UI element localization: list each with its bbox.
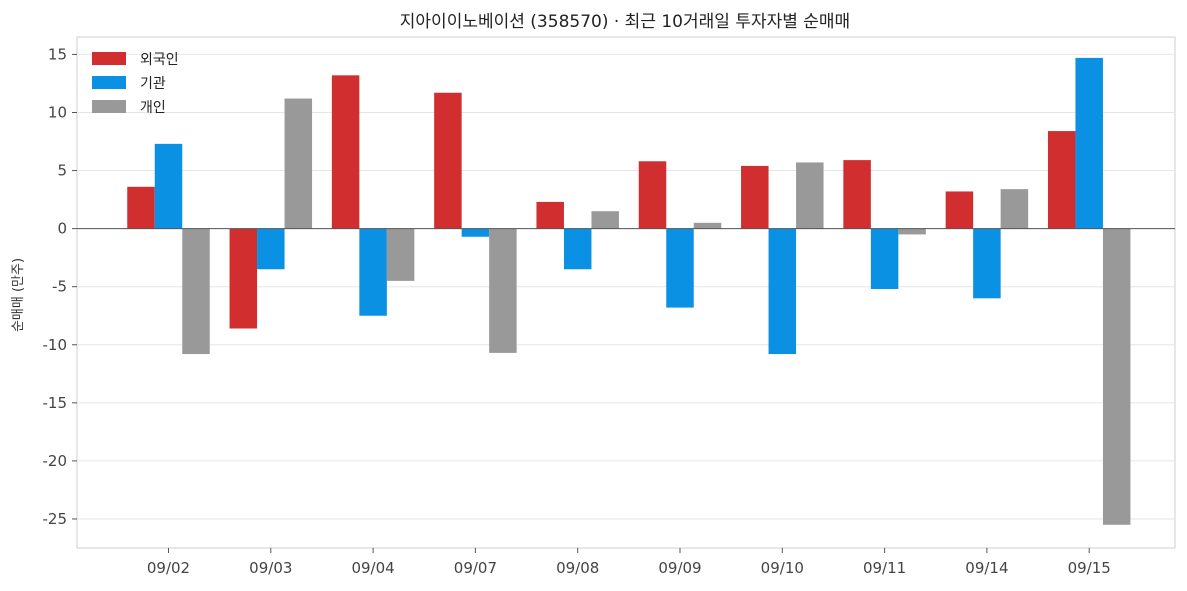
plot-frame (76, 36, 1176, 549)
bar-series-0-09-04 (331, 75, 360, 229)
y-tick-label: -15 (43, 394, 68, 412)
bar-series-1-09-03 (257, 228, 285, 270)
bar-series-0-09-10 (741, 165, 769, 229)
chart-title: 지아이이노베이션 (358570) · 최근 10거래일 투자자별 순매매 (400, 12, 850, 32)
bar-series-0-09-15 (1047, 131, 1076, 229)
bar-series-2-09-07 (489, 228, 517, 353)
y-tick-label: -5 (52, 278, 67, 296)
bar-series-2-09-02 (182, 228, 210, 355)
bar-series-0-09-14 (945, 191, 974, 229)
x-tick-label: 09/11 (863, 559, 906, 577)
x-tick-label: 09/09 (658, 559, 701, 577)
bar-series-0-09-11 (843, 160, 871, 229)
legend-swatch (92, 52, 126, 65)
x-tick-label: 09/04 (351, 559, 394, 577)
legend-label: 개인 (140, 100, 166, 116)
legend-swatch (92, 100, 126, 113)
y-tick-label: 5 (57, 162, 67, 180)
x-tick-label: 09/10 (761, 559, 804, 577)
bar-series-2-09-10 (796, 162, 824, 229)
y-tick-layer: 15 10 5 0 -5 -10 -15 -20 -25 (43, 45, 77, 528)
y-axis-label: 순매매 (만주) (11, 258, 26, 332)
bar-series-1-09-11 (870, 228, 899, 290)
bars-layer (127, 57, 1131, 525)
legend-label: 기관 (140, 76, 166, 92)
bar-series-0-09-09 (638, 161, 667, 229)
bar-series-1-09-02 (154, 143, 183, 229)
bar-series-1-09-08 (563, 228, 592, 270)
bar-series-2-09-08 (591, 211, 619, 229)
bar-series-2-09-03 (284, 98, 313, 229)
x-tick-label: 09/07 (454, 559, 497, 577)
bar-series-2-09-14 (1000, 189, 1029, 229)
bar-series-1-09-04 (359, 228, 387, 316)
bar-series-0-09-07 (434, 92, 462, 229)
bar-series-0-09-08 (536, 201, 564, 229)
bar-series-1-09-09 (666, 228, 694, 308)
x-tick-label: 09/15 (1068, 559, 1111, 577)
bar-series-1-09-07 (461, 228, 490, 237)
y-tick-label: -25 (43, 510, 68, 528)
x-tick-label: 09/08 (556, 559, 599, 577)
bar-series-2-09-09 (693, 222, 722, 229)
bar-series-1-09-15 (1075, 57, 1103, 229)
y-tick-label: -10 (43, 336, 68, 354)
bar-series-2-09-04 (386, 228, 415, 281)
bar-series-2-09-11 (898, 228, 926, 235)
bar-series-0-09-03 (229, 228, 258, 329)
y-tick-label: 10 (48, 103, 67, 121)
bar-series-0-09-02 (127, 186, 155, 229)
legend-label: 외국인 (140, 52, 179, 68)
y-tick-label: 0 (57, 220, 67, 238)
bar-series-1-09-10 (768, 228, 797, 355)
legend-swatch (92, 76, 126, 89)
x-tick-label: 09/14 (965, 559, 1008, 577)
bar-series-2-09-15 (1102, 228, 1131, 525)
bar-series-1-09-14 (973, 228, 1001, 299)
x-tick-label: 09/03 (249, 559, 292, 577)
x-tick-label: 09/02 (147, 559, 190, 577)
y-tick-label: -20 (43, 452, 68, 470)
x-tick-layer: 09/02 09/03 09/04 09/07 09/08 09/09 09/10 09/11… (147, 548, 1111, 577)
y-tick-label: 15 (48, 45, 67, 63)
